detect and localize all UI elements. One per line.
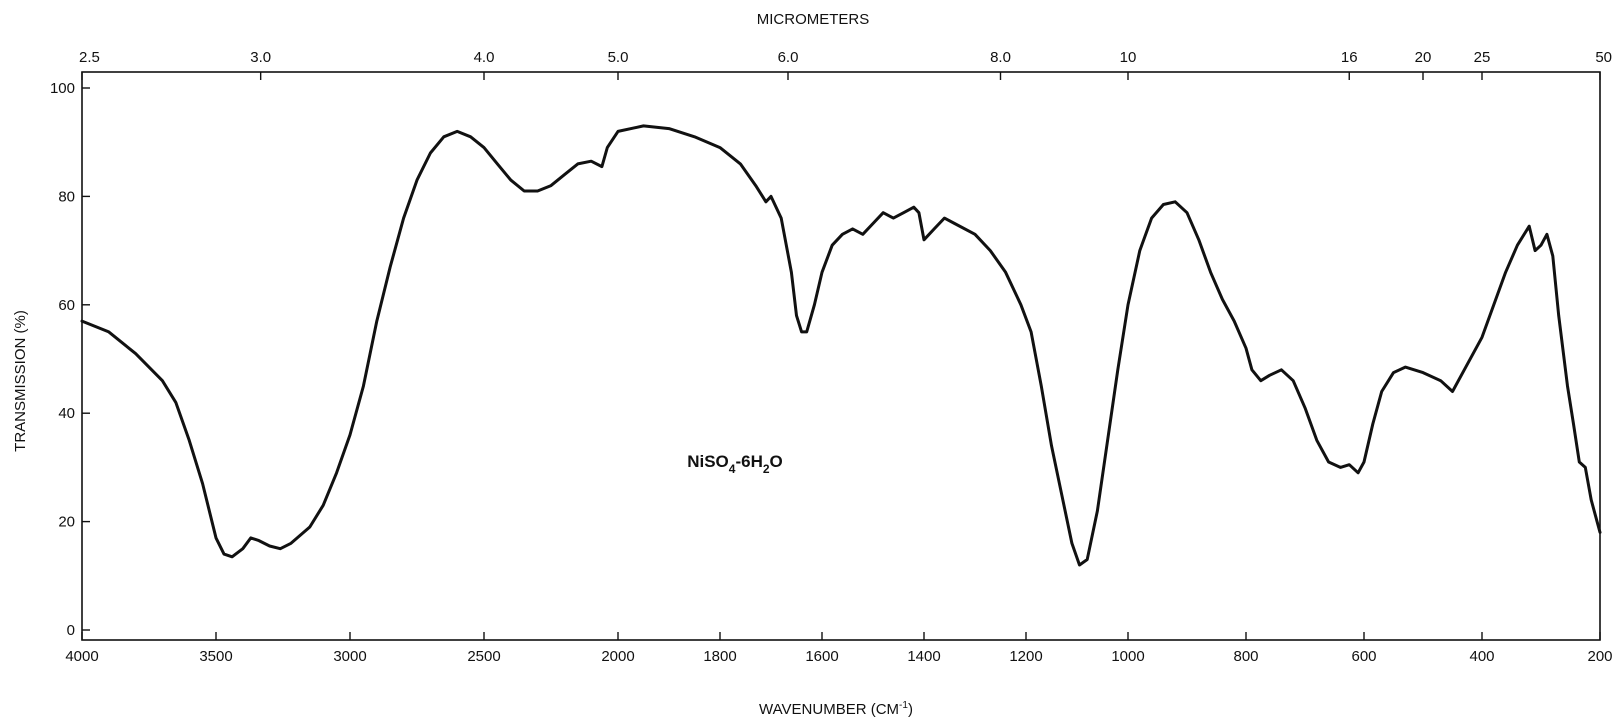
y-tick-label: 40 xyxy=(58,405,75,422)
x-tick-label: 3500 xyxy=(199,648,232,665)
annotation-sub-2: 2 xyxy=(763,462,770,476)
annotation-base: NiSO xyxy=(687,452,729,471)
compound-annotation: NiSO4-6H2O xyxy=(687,452,783,476)
top-tick-label: 50 xyxy=(1595,49,1612,66)
top-tick-label: 8.0 xyxy=(990,49,1011,66)
top-tick-label: 10 xyxy=(1120,49,1137,66)
x-axis: 4000 3500 3000 2500 2000 1800 1600 1400 1200 1000… xyxy=(65,632,1613,665)
annotation-end: O xyxy=(770,452,783,471)
top-tick-label: 20 xyxy=(1415,49,1432,66)
x-tick-label: 2500 xyxy=(467,648,500,665)
plot-frame xyxy=(81,71,1601,641)
x-tick-label: 1400 xyxy=(907,648,940,665)
top-tick-label: 16 xyxy=(1341,49,1358,66)
x-tick-label: 1800 xyxy=(703,648,736,665)
y-tick-label: 80 xyxy=(58,188,75,205)
annotation-mid: -6H xyxy=(735,452,762,471)
x-tick-label: 400 xyxy=(1469,648,1494,665)
series-line xyxy=(80,124,1602,567)
x-tick-label: 3000 xyxy=(333,648,366,665)
top-tick-label: 6.0 xyxy=(778,49,799,66)
x-axis-title-end: ) xyxy=(908,701,913,718)
y-axis-title: TRANSMISSION (%) xyxy=(12,310,29,452)
y-tick-label: 100 xyxy=(50,80,75,97)
x-tick-label: 1200 xyxy=(1009,648,1042,665)
y-tick-label: 60 xyxy=(58,297,75,314)
x-tick-label: 4000 xyxy=(65,648,98,665)
y-axis: 0 20 40 60 80 100 xyxy=(50,80,90,639)
x-axis-title-main: WAVENUMBER (CM xyxy=(759,701,899,718)
x-tick-label: 1000 xyxy=(1111,648,1144,665)
top-axis: 2.5 3.0 4.0 5.0 6.0 8.0 10 16 20 25 50 xyxy=(79,49,1612,80)
top-tick-label: 25 xyxy=(1474,49,1491,66)
x-axis-title: WAVENUMBER (CM-1) xyxy=(759,700,913,718)
x-tick-label: 200 xyxy=(1587,648,1612,665)
top-tick-label: 3.0 xyxy=(250,49,271,66)
top-tick-label: 5.0 xyxy=(608,49,629,66)
x-axis-title-superscript: -1 xyxy=(899,700,908,711)
top-tick-label: 2.5 xyxy=(79,49,100,66)
y-tick-label: 20 xyxy=(58,514,75,531)
top-tick-label: 4.0 xyxy=(474,49,495,66)
x-tick-label: 1600 xyxy=(805,648,838,665)
x-tick-label: 800 xyxy=(1233,648,1258,665)
top-axis-title: MICROMETERS xyxy=(757,11,870,28)
annotation-sub-1: 4 xyxy=(729,462,736,476)
y-tick-label: 0 xyxy=(67,622,75,639)
x-tick-label: 2000 xyxy=(601,648,634,665)
x-tick-label: 600 xyxy=(1351,648,1376,665)
